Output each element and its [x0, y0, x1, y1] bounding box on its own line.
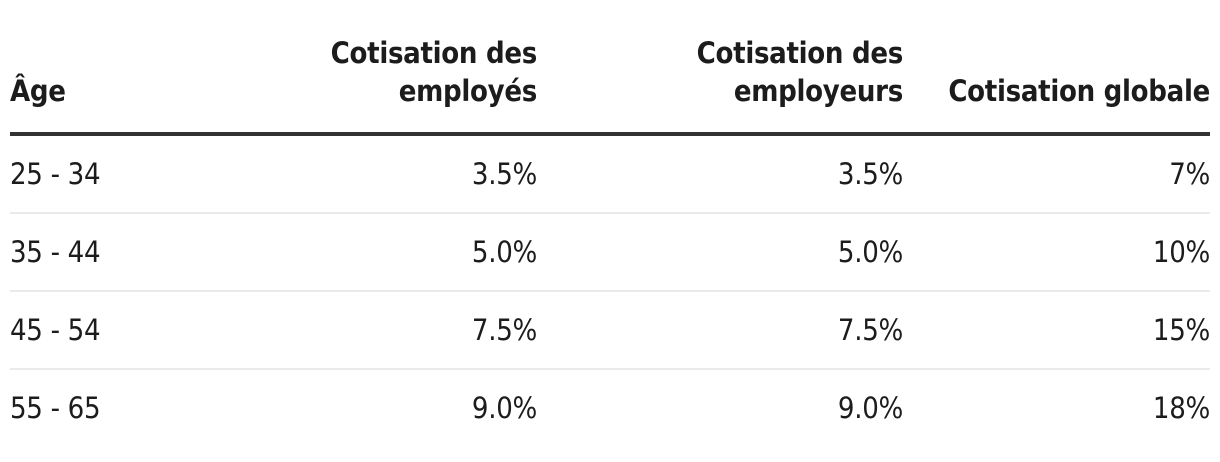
age-cell: 25 - 34: [10, 134, 230, 214]
employee-contribution-cell: 7.5%: [230, 291, 537, 370]
employer-contribution-cell: 3.5%: [537, 134, 903, 214]
global-contribution-cell: 15%: [903, 291, 1210, 370]
contribution-rates-table: Âge Cotisation des employés Cotisation d…: [10, 0, 1210, 446]
global-contribution-cell: 18%: [1152, 391, 1210, 425]
employee-contribution-cell: 5.0%: [230, 213, 537, 292]
table-row: 45 - 54 7.5% 7.5% 15%: [10, 291, 1210, 370]
table-header: Âge Cotisation des employés Cotisation d…: [10, 0, 1210, 136]
header-row: Âge Cotisation des employés Cotisation d…: [10, 0, 1210, 136]
table-row: 35 - 44 5.0% 5.0% 10%: [10, 213, 1210, 292]
employer-contribution-cell: 9.0%: [837, 391, 903, 425]
employer-contribution-cell: 7.5%: [537, 291, 903, 370]
column-header-employee-contribution: Cotisation des employés: [230, 0, 537, 136]
age-cell: 35 - 44: [10, 213, 230, 292]
employee-contribution-cell: 9.0%: [471, 391, 537, 425]
column-header-global-contribution: Cotisation globale: [903, 0, 1210, 136]
employee-contribution-cell: 3.5%: [230, 134, 537, 214]
column-header-age: Âge: [10, 0, 230, 136]
age-cell: 55 - 65: [10, 391, 101, 425]
table-body: 25 - 34 3.5% 3.5% 7% 35 - 44 5.0% 5.0% 1…: [10, 134, 1210, 446]
age-cell: 45 - 54: [10, 291, 230, 370]
table-row: 55 - 65 9.0% 9.0% 18%: [10, 369, 1210, 446]
global-contribution-cell: 7%: [903, 134, 1210, 214]
employer-contribution-cell: 5.0%: [537, 213, 903, 292]
table-row: 25 - 34 3.5% 3.5% 7%: [10, 134, 1210, 214]
global-contribution-cell: 10%: [903, 213, 1210, 292]
column-header-employer-contribution: Cotisation des employeurs: [537, 0, 903, 136]
